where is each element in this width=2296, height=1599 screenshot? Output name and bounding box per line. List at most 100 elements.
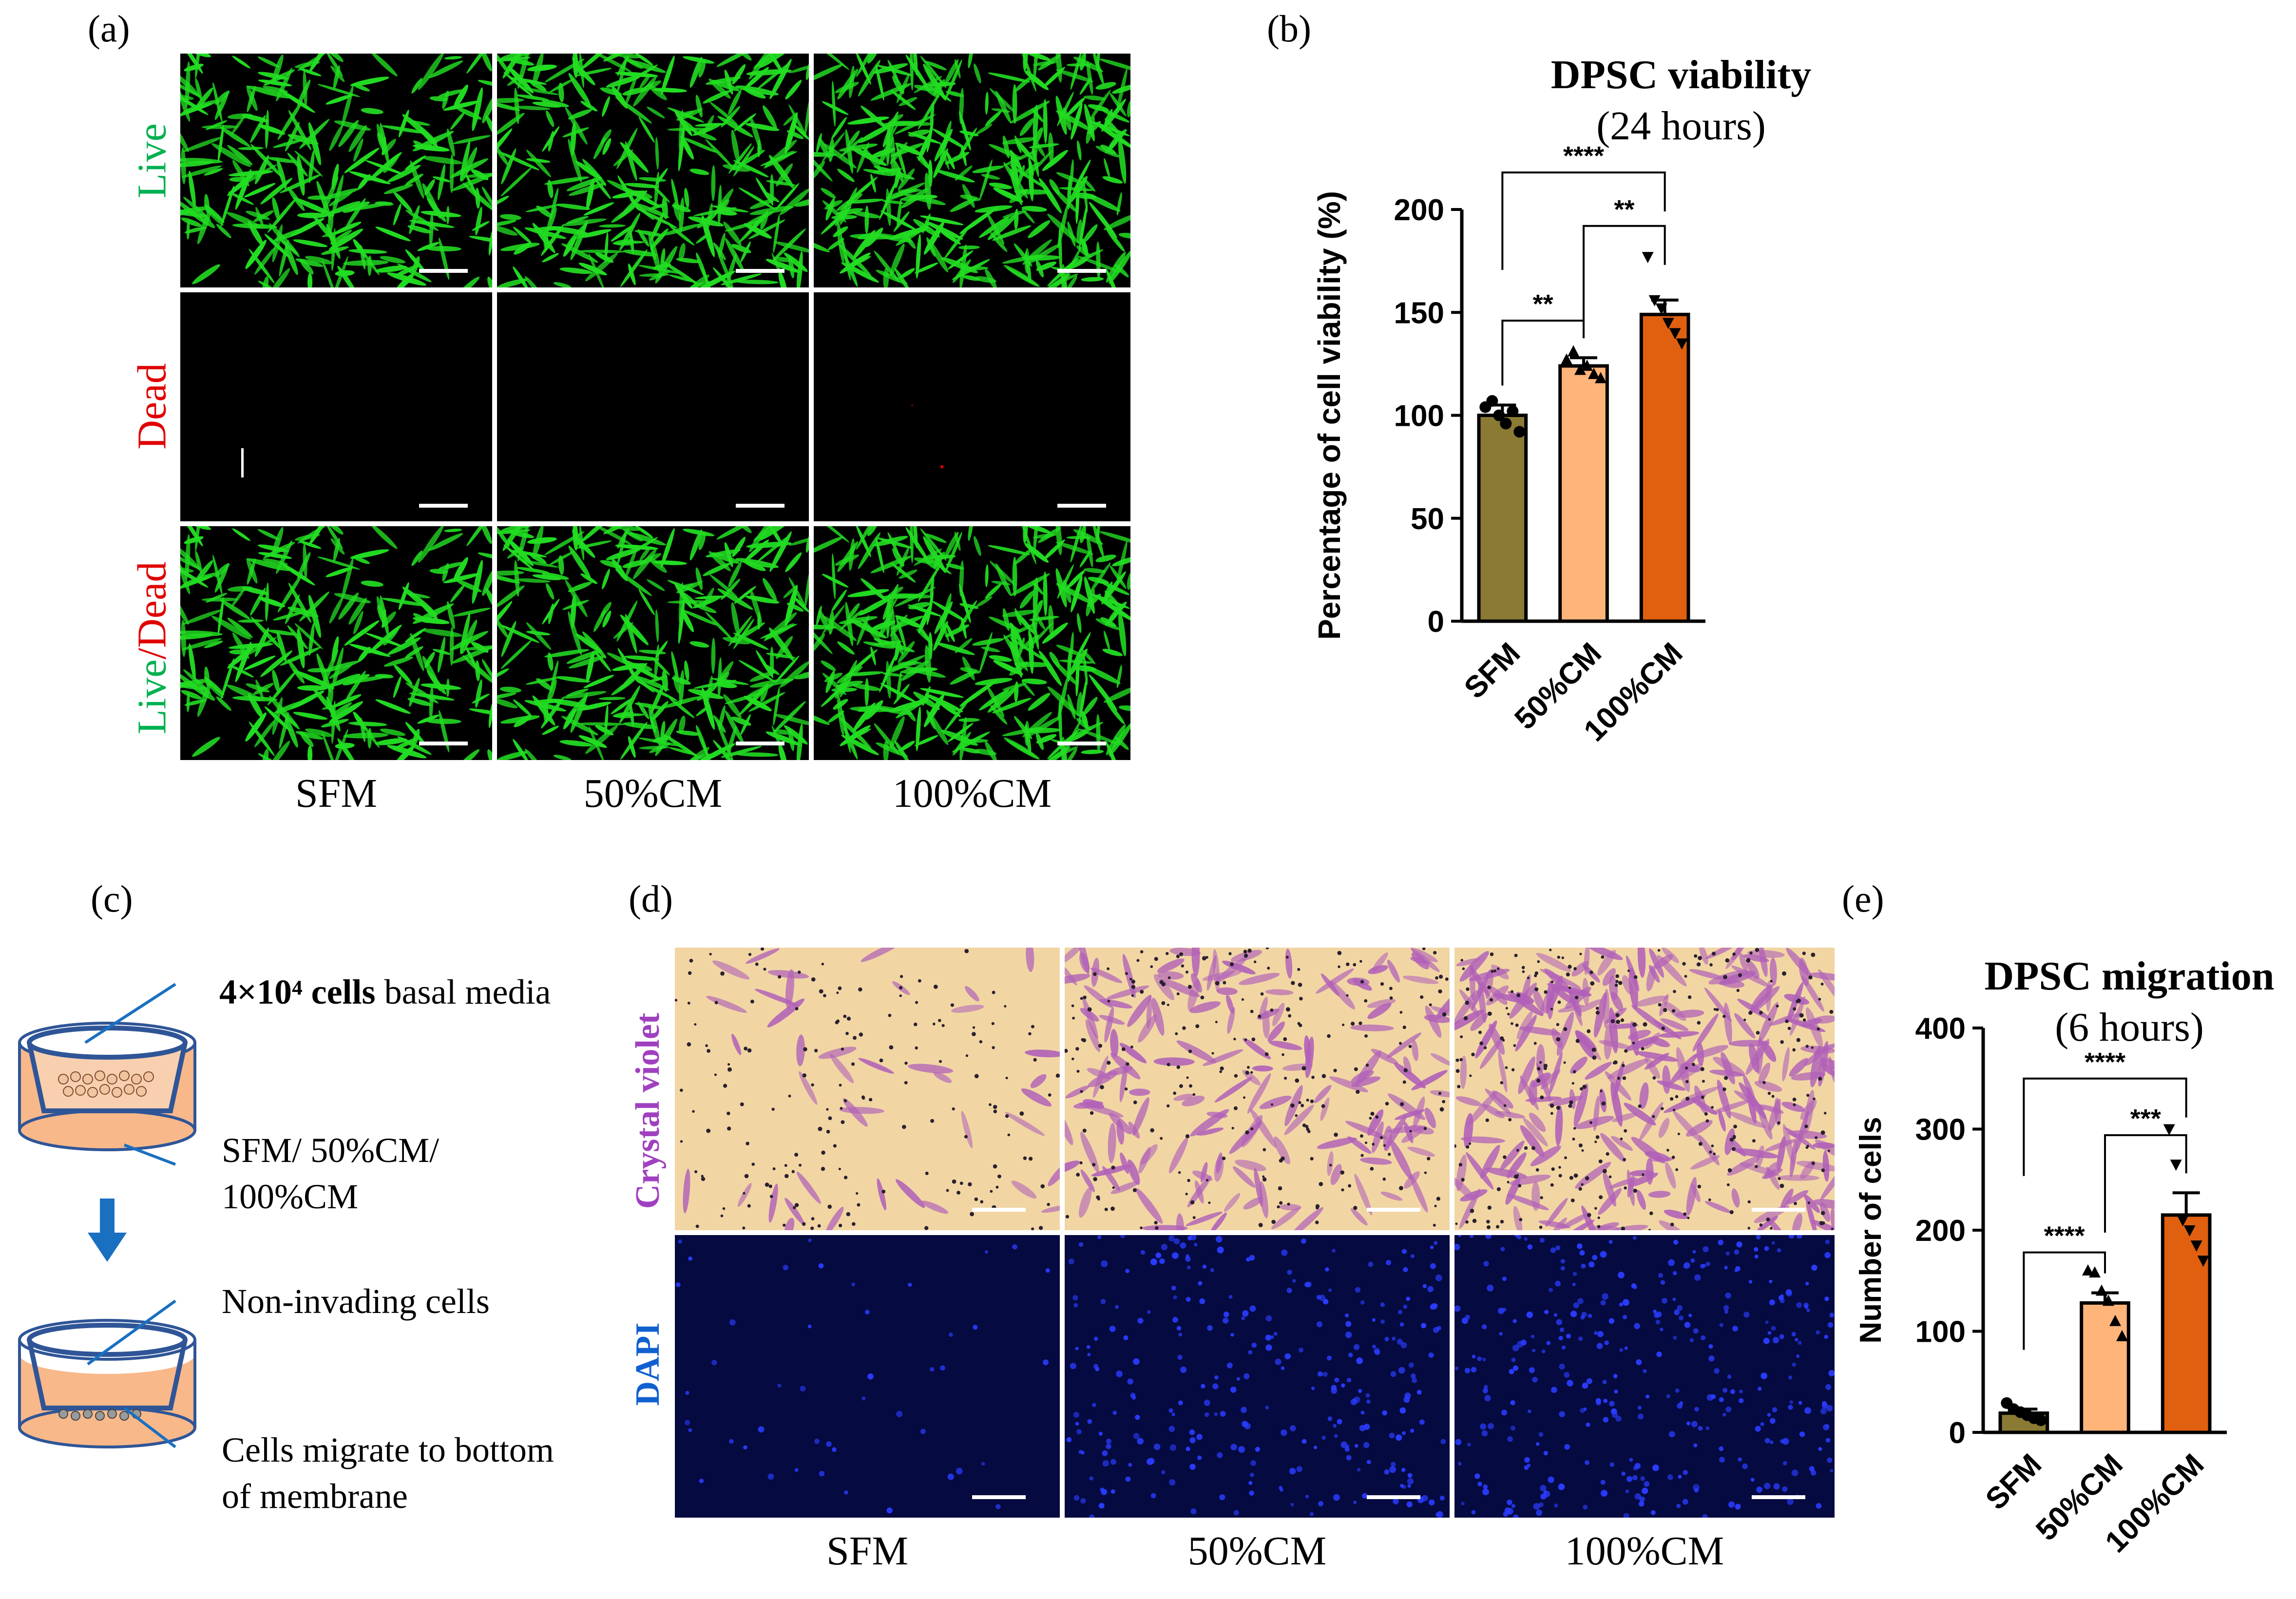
dapi-nuclei [1066,1235,1446,1518]
y-axis-label: Percentage of cell viability (%) [1312,191,1347,640]
bar [1558,364,1609,623]
step1-bold: 4×10⁴ cells [219,972,376,1011]
row-label-dead: Dead [129,363,176,449]
data-point [2082,1264,2094,1275]
scale-bar [419,269,468,273]
data-point [2163,1124,2175,1136]
crystal-violet-100cm [1454,948,1835,1230]
y-tick-label: 100 [1915,1315,1966,1349]
data-point [2183,1225,2196,1237]
y-tick-label: 0 [1428,605,1444,639]
significance-bracket [2023,1251,2106,1350]
stained-cells [1454,948,1835,1230]
micrograph-merge-sfm [180,526,492,760]
data-point [1507,405,1519,418]
column-label-50cm: 50%CM [1187,1528,1327,1574]
data-point [2089,1266,2101,1278]
membrane-pores [1065,948,1449,1230]
data-point [2170,1160,2182,1171]
significance-label: **** [2085,1047,2125,1077]
live-cells [180,526,492,760]
crystal-violet-50cm [1065,948,1450,1230]
chart-e-title: DPSC migration [1984,953,2275,999]
y-tick-label: 200 [1915,1214,1966,1248]
significance-label: ** [1614,195,1634,224]
dead-cell-dot [911,404,913,406]
row-label-live-dead: Live/Dead [129,562,176,735]
dead-cell-dot [940,465,943,468]
crystal-violet-sfm [675,948,1060,1230]
micrograph-merge-100cm [814,526,1130,760]
artifact-mark [241,448,244,477]
data-point [1513,426,1526,438]
dapi-100cm [1454,1235,1835,1518]
chart-e-subtitle: (6 hours) [2055,1005,2204,1050]
scale-bar [1057,742,1106,745]
step2-line1: SFM/ 50%CM/ [222,1131,440,1170]
bar [1639,312,1690,623]
membrane-pores [1454,948,1834,1230]
step1-rest: basal media [375,972,551,1011]
stained-cells [1065,948,1450,1230]
dapi-sfm [675,1235,1060,1518]
y-tick-label: 0 [1949,1416,1966,1450]
row-label-live-text: Live [129,123,175,198]
stained-cells [683,948,1060,1230]
panel-label-b: (b) [1267,7,1311,50]
data-point [1581,360,1593,371]
data-point [1574,363,1586,375]
data-point [2190,1240,2202,1252]
y-tick-label: 200 [1394,193,1444,227]
data-point [1588,368,1600,379]
significance-label: ** [1533,289,1553,319]
micrograph-dead-sfm [180,292,492,521]
significance-bracket [1501,171,1666,270]
data-point [1595,372,1607,383]
category-label: SFM [1458,636,1527,705]
data-point [2096,1284,2107,1296]
live-cells [180,54,492,287]
scale-bar [1057,269,1106,273]
transwell-well-top [18,1022,196,1151]
scale-bar [736,742,784,745]
down-arrow-icon [88,1199,127,1262]
step2-line2: 100%CM [222,1177,359,1216]
row-label-live-part: Live [129,659,175,735]
data-point [1669,328,1681,340]
scale-bar [1752,1208,1805,1212]
significance-bracket [1583,225,1666,324]
dapi-nuclei [675,1238,1050,1514]
row-label-dead-text: Dead [129,363,175,450]
step4-line1: Cells migrate to bottom [222,1430,554,1469]
column-label-sfm: SFM [295,771,378,816]
data-point [1648,295,1661,306]
chart-b-subtitle: (24 hours) [1596,103,1766,149]
y-tick-label: 100 [1394,400,1444,433]
viability-bar-chart: 0 50 100 150 200 Percentage of cell viability… [1312,141,1705,748]
scale-bar [1367,1495,1420,1499]
live-cells [497,526,809,760]
panel-label-d: (d) [629,877,673,920]
y-tick-label: 300 [1915,1113,1966,1147]
live-cells [497,54,809,287]
micrograph-merge-50cm [497,526,809,760]
pointer-lines [84,983,176,1448]
scale-bar [1752,1495,1805,1499]
data-point [2035,1414,2047,1427]
scale-bar [1057,504,1106,508]
micrograph-live-sfm [180,54,492,287]
scale-bar [419,742,468,745]
bar [2080,1301,2130,1434]
data-point [1493,409,1505,421]
scale-bar [419,504,468,508]
panel-label-a: (a) [88,7,130,50]
column-label-sfm: SFM [826,1528,909,1574]
category-label: SFM [1979,1447,2048,1516]
micrograph-live-50cm [497,54,809,287]
y-tick-label: 400 [1915,1012,1966,1046]
data-point [1676,338,1688,350]
data-point [1486,395,1498,407]
scale-bar [972,1495,1026,1499]
micrograph-dead-100cm [814,292,1130,521]
scale-bar [1367,1208,1420,1212]
